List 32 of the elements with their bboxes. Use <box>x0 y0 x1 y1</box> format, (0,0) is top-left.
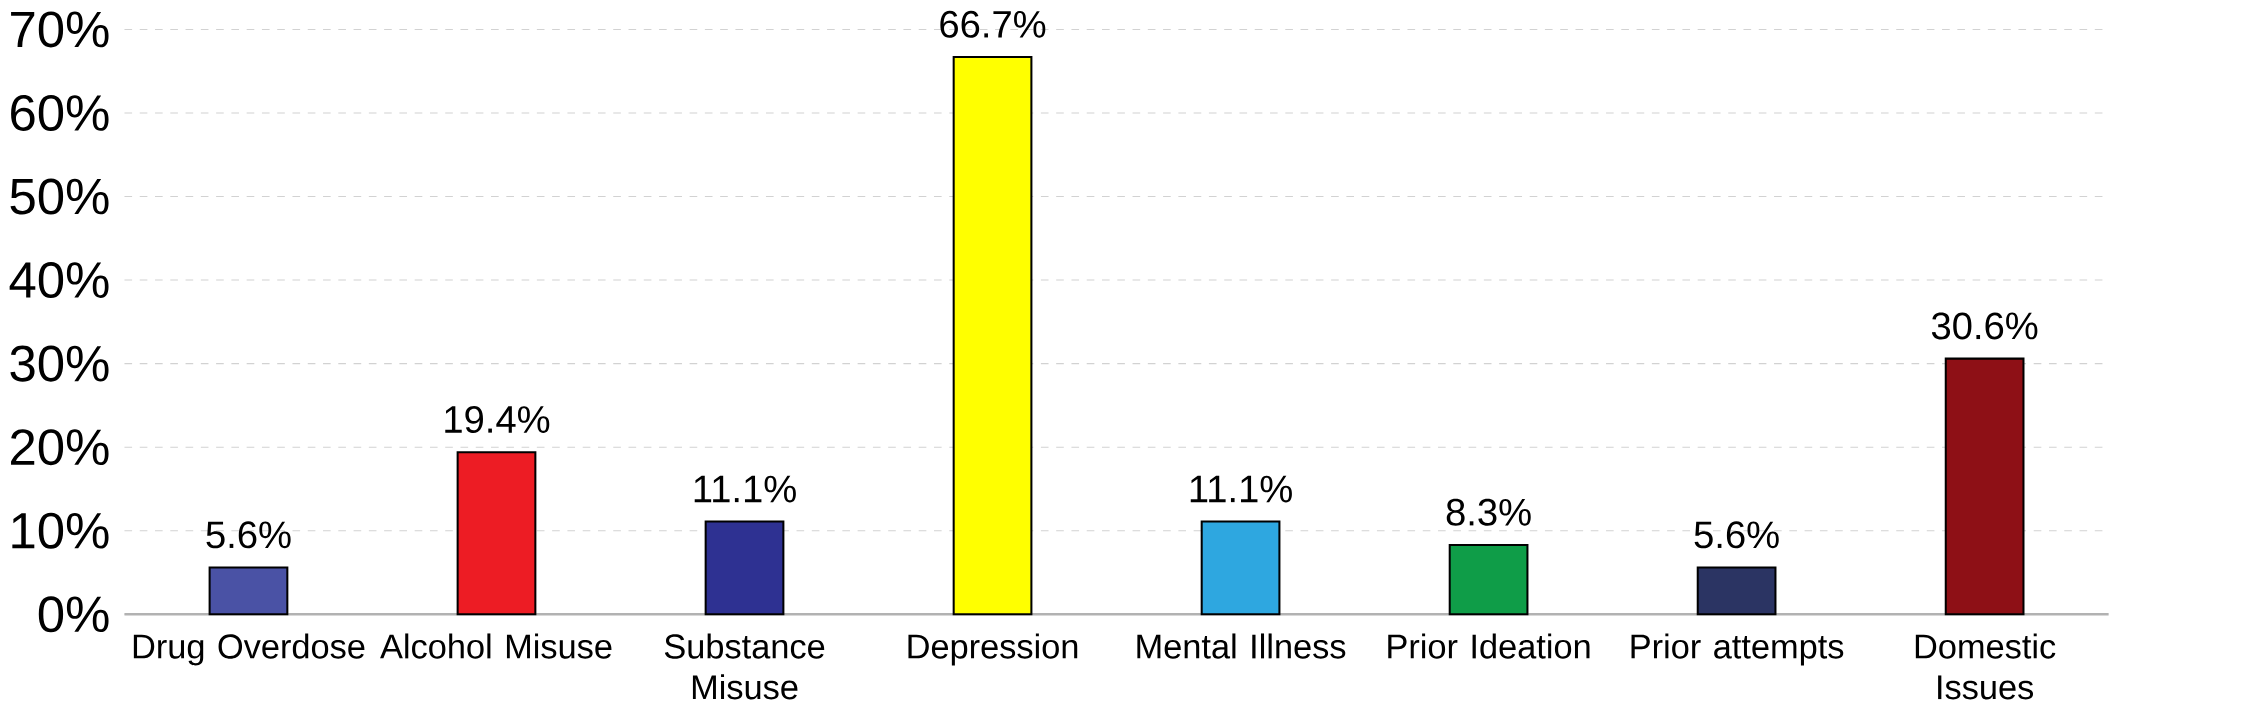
data-label: 30.6% <box>1931 312 2038 340</box>
data-label: 11.1% <box>1190 475 1292 503</box>
y-tick-label: 0% <box>38 596 109 633</box>
data-label: 5.6% <box>1694 521 1779 549</box>
x-tick-label: Alcohol Misuse <box>380 633 612 659</box>
x-tick-label: Substance Misuse <box>664 633 825 700</box>
data-label: 66.7% <box>940 10 1046 38</box>
data-label: 5.6% <box>206 521 291 549</box>
x-tick-label: Prior attempts <box>1631 633 1844 666</box>
bar <box>1200 520 1281 616</box>
x-tick-label: Depression <box>908 633 1078 666</box>
y-tick-label: 30% <box>10 345 109 382</box>
bar <box>1944 357 2025 616</box>
y-tick-label: 60% <box>11 94 109 131</box>
y-tick-label: 20% <box>11 429 109 466</box>
y-tick-label: 40% <box>9 261 109 298</box>
y-tick-label: 70% <box>11 11 109 48</box>
x-tick-label: Domestic Issues <box>1915 633 2056 700</box>
bar <box>952 55 1033 616</box>
x-tick-label: Drug Overdose <box>133 633 365 666</box>
bar <box>456 451 537 616</box>
y-tick-label: 10% <box>12 512 109 549</box>
y-tick-label: 50% <box>10 178 109 215</box>
bar <box>1696 566 1777 616</box>
bar <box>704 520 785 616</box>
data-label: 11.1% <box>694 475 796 503</box>
x-tick-label: Prior Ideation <box>1388 633 1590 659</box>
data-label: 8.3% <box>1446 498 1531 526</box>
bar <box>1448 543 1529 616</box>
x-tick-label: Mental Illness <box>1137 633 1346 659</box>
bar <box>208 566 289 616</box>
data-label: 19.4% <box>445 405 550 433</box>
